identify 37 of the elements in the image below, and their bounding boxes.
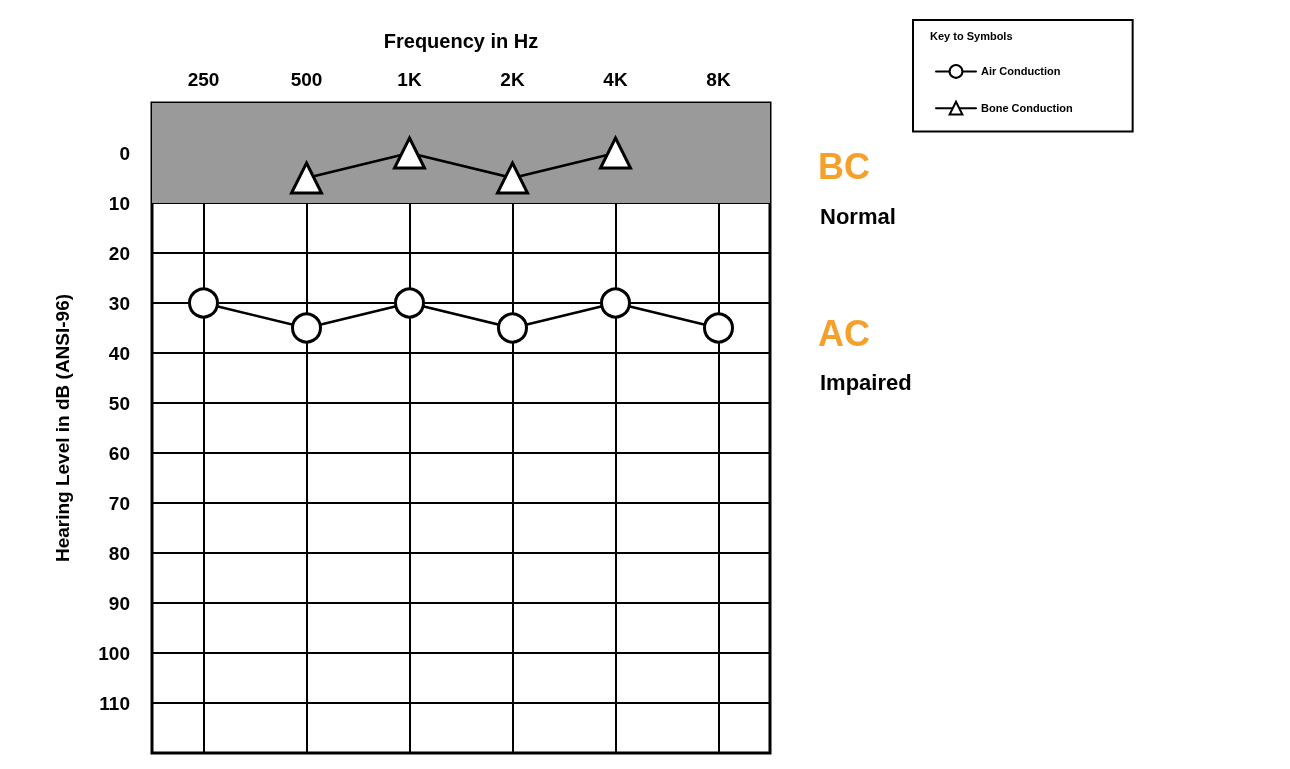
x-tick-label: 2K <box>500 69 525 90</box>
y-tick-label: 60 <box>108 442 130 464</box>
text: Impaired <box>820 369 912 395</box>
y-tick-label: 50 <box>108 392 130 414</box>
y-tick-label: 110 <box>99 692 130 714</box>
point <box>599 136 632 170</box>
x-tick-label: 500 <box>290 69 323 90</box>
y-tick-label: 70 <box>108 492 130 514</box>
point <box>394 287 425 319</box>
y-tick-label: 100 <box>98 642 130 664</box>
y-tick-label: 20 <box>108 242 130 264</box>
legend-title: Key to Symbols <box>930 29 1013 42</box>
y-tick-label: 0 <box>119 142 130 164</box>
y-tick-label: 80 <box>108 542 130 564</box>
y-tick-label: 30 <box>108 292 130 314</box>
y-tick-label: 10 <box>108 192 130 214</box>
text: AC <box>818 312 870 354</box>
point <box>600 287 631 319</box>
point <box>496 161 529 195</box>
x-axis-title: Frequency in Hz <box>383 30 539 52</box>
x-tick-label: 1K <box>397 69 422 90</box>
x-tick-label: 4K <box>603 69 628 90</box>
legend-label: Air Conduction <box>981 65 1061 78</box>
x-tick-label: 8K <box>706 69 731 90</box>
text: BC <box>818 145 870 187</box>
point <box>290 161 323 195</box>
point <box>497 312 528 344</box>
x-tick-label: 250 <box>187 69 220 90</box>
point <box>703 312 734 344</box>
point <box>188 287 219 319</box>
point <box>291 312 322 344</box>
y-tick-label: 90 <box>108 592 130 614</box>
y-tick-label: 40 <box>108 342 130 364</box>
point <box>393 136 426 170</box>
legend-label: Bone Conduction <box>981 102 1073 115</box>
y-axis-title: Hearing Level in dB (ANSI-96) <box>52 293 73 563</box>
text: Normal <box>820 203 896 229</box>
